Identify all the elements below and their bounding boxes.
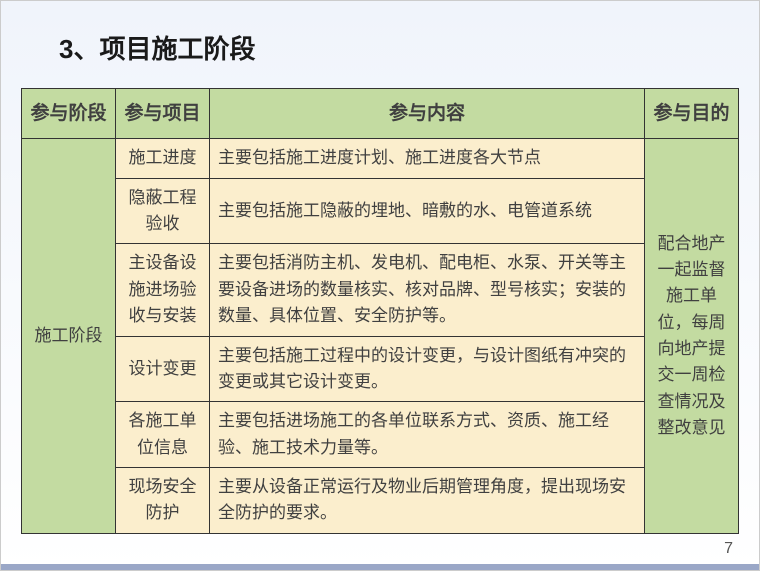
header-stage: 参与阶段 <box>22 89 116 139</box>
header-content: 参与内容 <box>210 89 645 139</box>
bottom-accent-bar <box>1 564 759 570</box>
item-cell: 各施工单位信息 <box>116 402 210 468</box>
content-cell: 主要包括消防主机、发电机、配电柜、水泵、开关等主要设备进场的数量核实、核对品牌、… <box>210 244 645 336</box>
item-cell: 隐蔽工程验收 <box>116 178 210 244</box>
slide-title: 3、项目施工阶段 <box>1 1 759 66</box>
item-cell: 施工进度 <box>116 139 210 178</box>
table-row: 设计变更 主要包括施工过程中的设计变更，与设计图纸有冲突的变更或其它设计变更。 <box>22 336 739 402</box>
item-cell: 现场安全防护 <box>116 467 210 533</box>
item-cell: 设计变更 <box>116 336 210 402</box>
content-cell: 主要从设备正常运行及物业后期管理角度，提出现场安全防护的要求。 <box>210 467 645 533</box>
header-goal: 参与目的 <box>645 89 739 139</box>
content-cell: 主要包括施工过程中的设计变更，与设计图纸有冲突的变更或其它设计变更。 <box>210 336 645 402</box>
content-cell: 主要包括施工隐蔽的埋地、暗敷的水、电管道系统 <box>210 178 645 244</box>
content-cell: 主要包括进场施工的各单位联系方式、资质、施工经验、施工技术力量等。 <box>210 402 645 468</box>
table-row: 施工阶段 施工进度 主要包括施工进度计划、施工进度各大节点 配合地产一起监督施工… <box>22 139 739 178</box>
table-row: 主设备设施进场验收与安装 主要包括消防主机、发电机、配电柜、水泵、开关等主要设备… <box>22 244 739 336</box>
table-row: 各施工单位信息 主要包括进场施工的各单位联系方式、资质、施工经验、施工技术力量等… <box>22 402 739 468</box>
item-cell: 主设备设施进场验收与安装 <box>116 244 210 336</box>
goal-cell: 配合地产一起监督施工单位，每周向地产提交一周检查情况及整改意见 <box>645 139 739 533</box>
table-row: 隐蔽工程验收 主要包括施工隐蔽的埋地、暗敷的水、电管道系统 <box>22 178 739 244</box>
page-number: 7 <box>724 540 733 558</box>
table-header-row: 参与阶段 参与项目 参与内容 参与目的 <box>22 89 739 139</box>
content-cell: 主要包括施工进度计划、施工进度各大节点 <box>210 139 645 178</box>
construction-table: 参与阶段 参与项目 参与内容 参与目的 施工阶段 施工进度 主要包括施工进度计划… <box>1 66 759 534</box>
stage-cell: 施工阶段 <box>22 139 116 533</box>
header-item: 参与项目 <box>116 89 210 139</box>
table-row: 现场安全防护 主要从设备正常运行及物业后期管理角度，提出现场安全防护的要求。 <box>22 467 739 533</box>
